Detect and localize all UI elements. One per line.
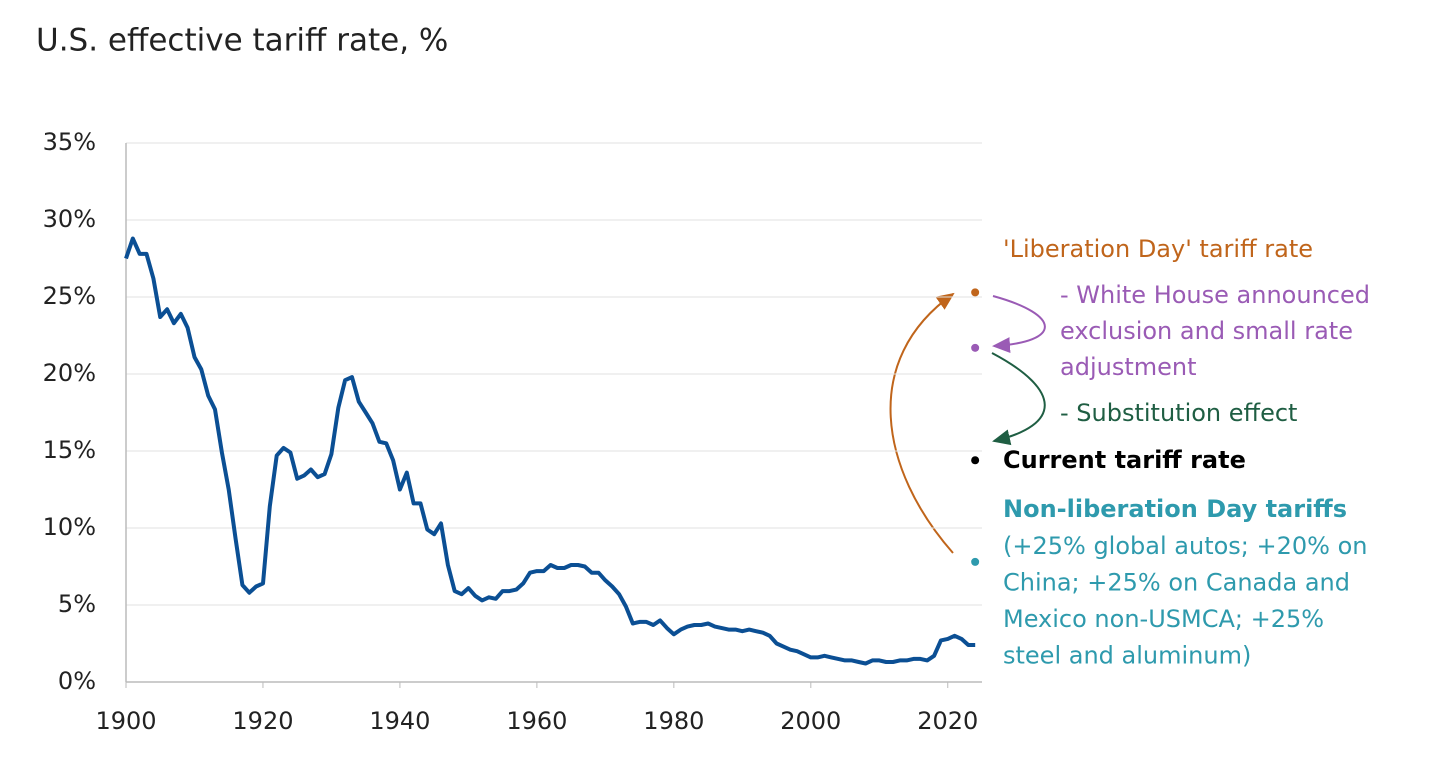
- arrow: [992, 295, 1046, 354]
- x-tick-label: 1960: [506, 707, 567, 735]
- y-tick-label: 30%: [43, 205, 96, 233]
- chart-title: U.S. effective tariff rate, %: [36, 23, 448, 59]
- x-tick-label: 1900: [95, 707, 156, 735]
- x-tick-label: 1920: [232, 707, 293, 735]
- marker-detail: Mexico non-USMCA; +25%: [1003, 605, 1324, 633]
- marker-dot: [971, 343, 980, 352]
- marker-dot: [971, 288, 980, 297]
- arrow-note: exclusion and small rate: [1060, 317, 1353, 345]
- arrow-note: adjustment: [1060, 353, 1197, 381]
- marker-detail: steel and aluminum): [1003, 642, 1251, 670]
- y-tick-label: 20%: [43, 359, 96, 387]
- x-tick-label: 1940: [369, 707, 430, 735]
- x-tick-label: 1980: [643, 707, 704, 735]
- marker-detail: (+25% global autos; +20% on: [1003, 532, 1367, 560]
- y-tick-label: 5%: [58, 590, 96, 618]
- arrow-note: - White House announced: [1060, 281, 1370, 309]
- marker-label: Current tariff rate: [1003, 446, 1246, 474]
- marker-dot: [971, 557, 980, 566]
- arrow-note: - Substitution effect: [1060, 399, 1297, 427]
- x-tick-label: 2000: [780, 707, 841, 735]
- marker-label: Non-liberation Day tariffs: [1003, 495, 1347, 523]
- y-tick-label: 0%: [58, 667, 96, 695]
- y-tick-label: 35%: [43, 128, 96, 156]
- x-tick-label: 2020: [917, 707, 978, 735]
- line: [124, 236, 976, 666]
- y-tick-label: 25%: [43, 282, 96, 310]
- y-tick-label: 10%: [43, 513, 96, 541]
- y-tick-label: 15%: [43, 436, 96, 464]
- marker-label: 'Liberation Day' tariff rate: [1003, 235, 1313, 263]
- arrow: [889, 292, 955, 554]
- marker-dot: [971, 456, 980, 465]
- marker-detail: China; +25% on Canada and: [1003, 569, 1350, 597]
- arrow: [991, 352, 1046, 446]
